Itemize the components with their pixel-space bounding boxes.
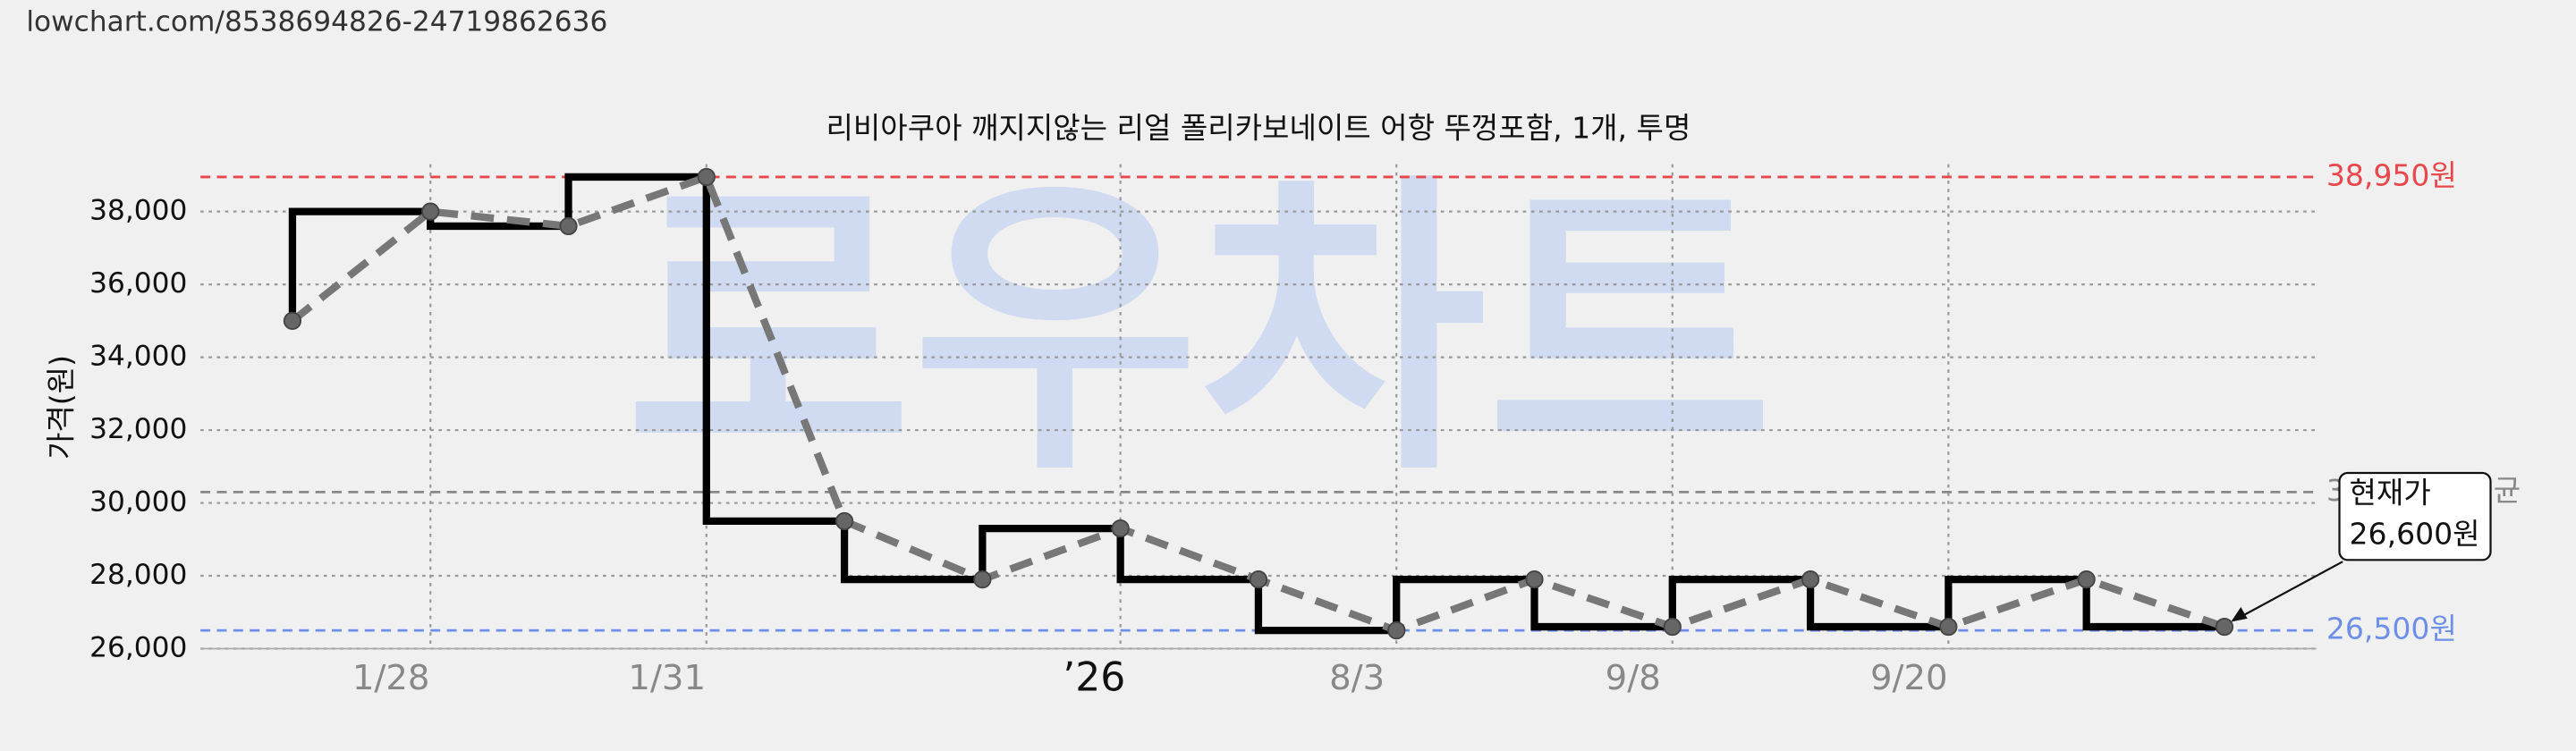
y-tick-label: 28,000 [89, 559, 187, 591]
point [835, 511, 854, 531]
point [1525, 570, 1544, 589]
x-tick-label: 9/20 [1870, 658, 1948, 698]
y-axis-label: 가격(원) [43, 355, 78, 460]
y-tick-label: 38,000 [89, 195, 187, 227]
url: lowchart.com/8538694826-24719862636 [26, 6, 607, 38]
annotation-arrow [2233, 561, 2343, 621]
point [559, 216, 578, 236]
annotation-text: 현재가 [2350, 475, 2431, 510]
y-tick-label: 32,000 [89, 413, 187, 445]
point [2077, 570, 2096, 589]
point [1387, 621, 1406, 640]
x-tick-label: 9/8 [1606, 658, 1661, 698]
point [1663, 617, 1682, 637]
point [2215, 617, 2234, 637]
y-tick-label: 26,000 [89, 632, 187, 664]
point [421, 202, 440, 221]
x-tick-label: 1/28 [352, 658, 430, 698]
watermark: 로우차트 [625, 149, 1774, 512]
y-tick-label: 30,000 [89, 486, 187, 519]
chart-title: 리비아쿠아 깨지지않는 리얼 폴리카보네이트 어항 뚜껑포함, 1개, 투명 [826, 111, 1691, 146]
point [697, 167, 716, 187]
x-tick-label: 1/31 [628, 658, 706, 698]
point [973, 570, 992, 589]
reference-label: 26,500원 [2326, 612, 2457, 646]
reference-label: 38,950원 [2326, 157, 2457, 192]
annotation-arrowhead [2231, 607, 2248, 622]
point [1801, 570, 1820, 589]
annotation-text: 26,600원 [2350, 516, 2480, 551]
annotation-box [2338, 471, 2492, 561]
x-tick-label: 8/3 [1329, 658, 1385, 698]
point [1939, 617, 1958, 637]
point [283, 311, 302, 330]
point [1111, 519, 1130, 538]
y-tick-label: 34,000 [89, 341, 187, 373]
y-tick-label: 36,000 [89, 267, 187, 300]
point [1249, 570, 1268, 589]
x-tick-label: ’26 [1063, 654, 1125, 700]
